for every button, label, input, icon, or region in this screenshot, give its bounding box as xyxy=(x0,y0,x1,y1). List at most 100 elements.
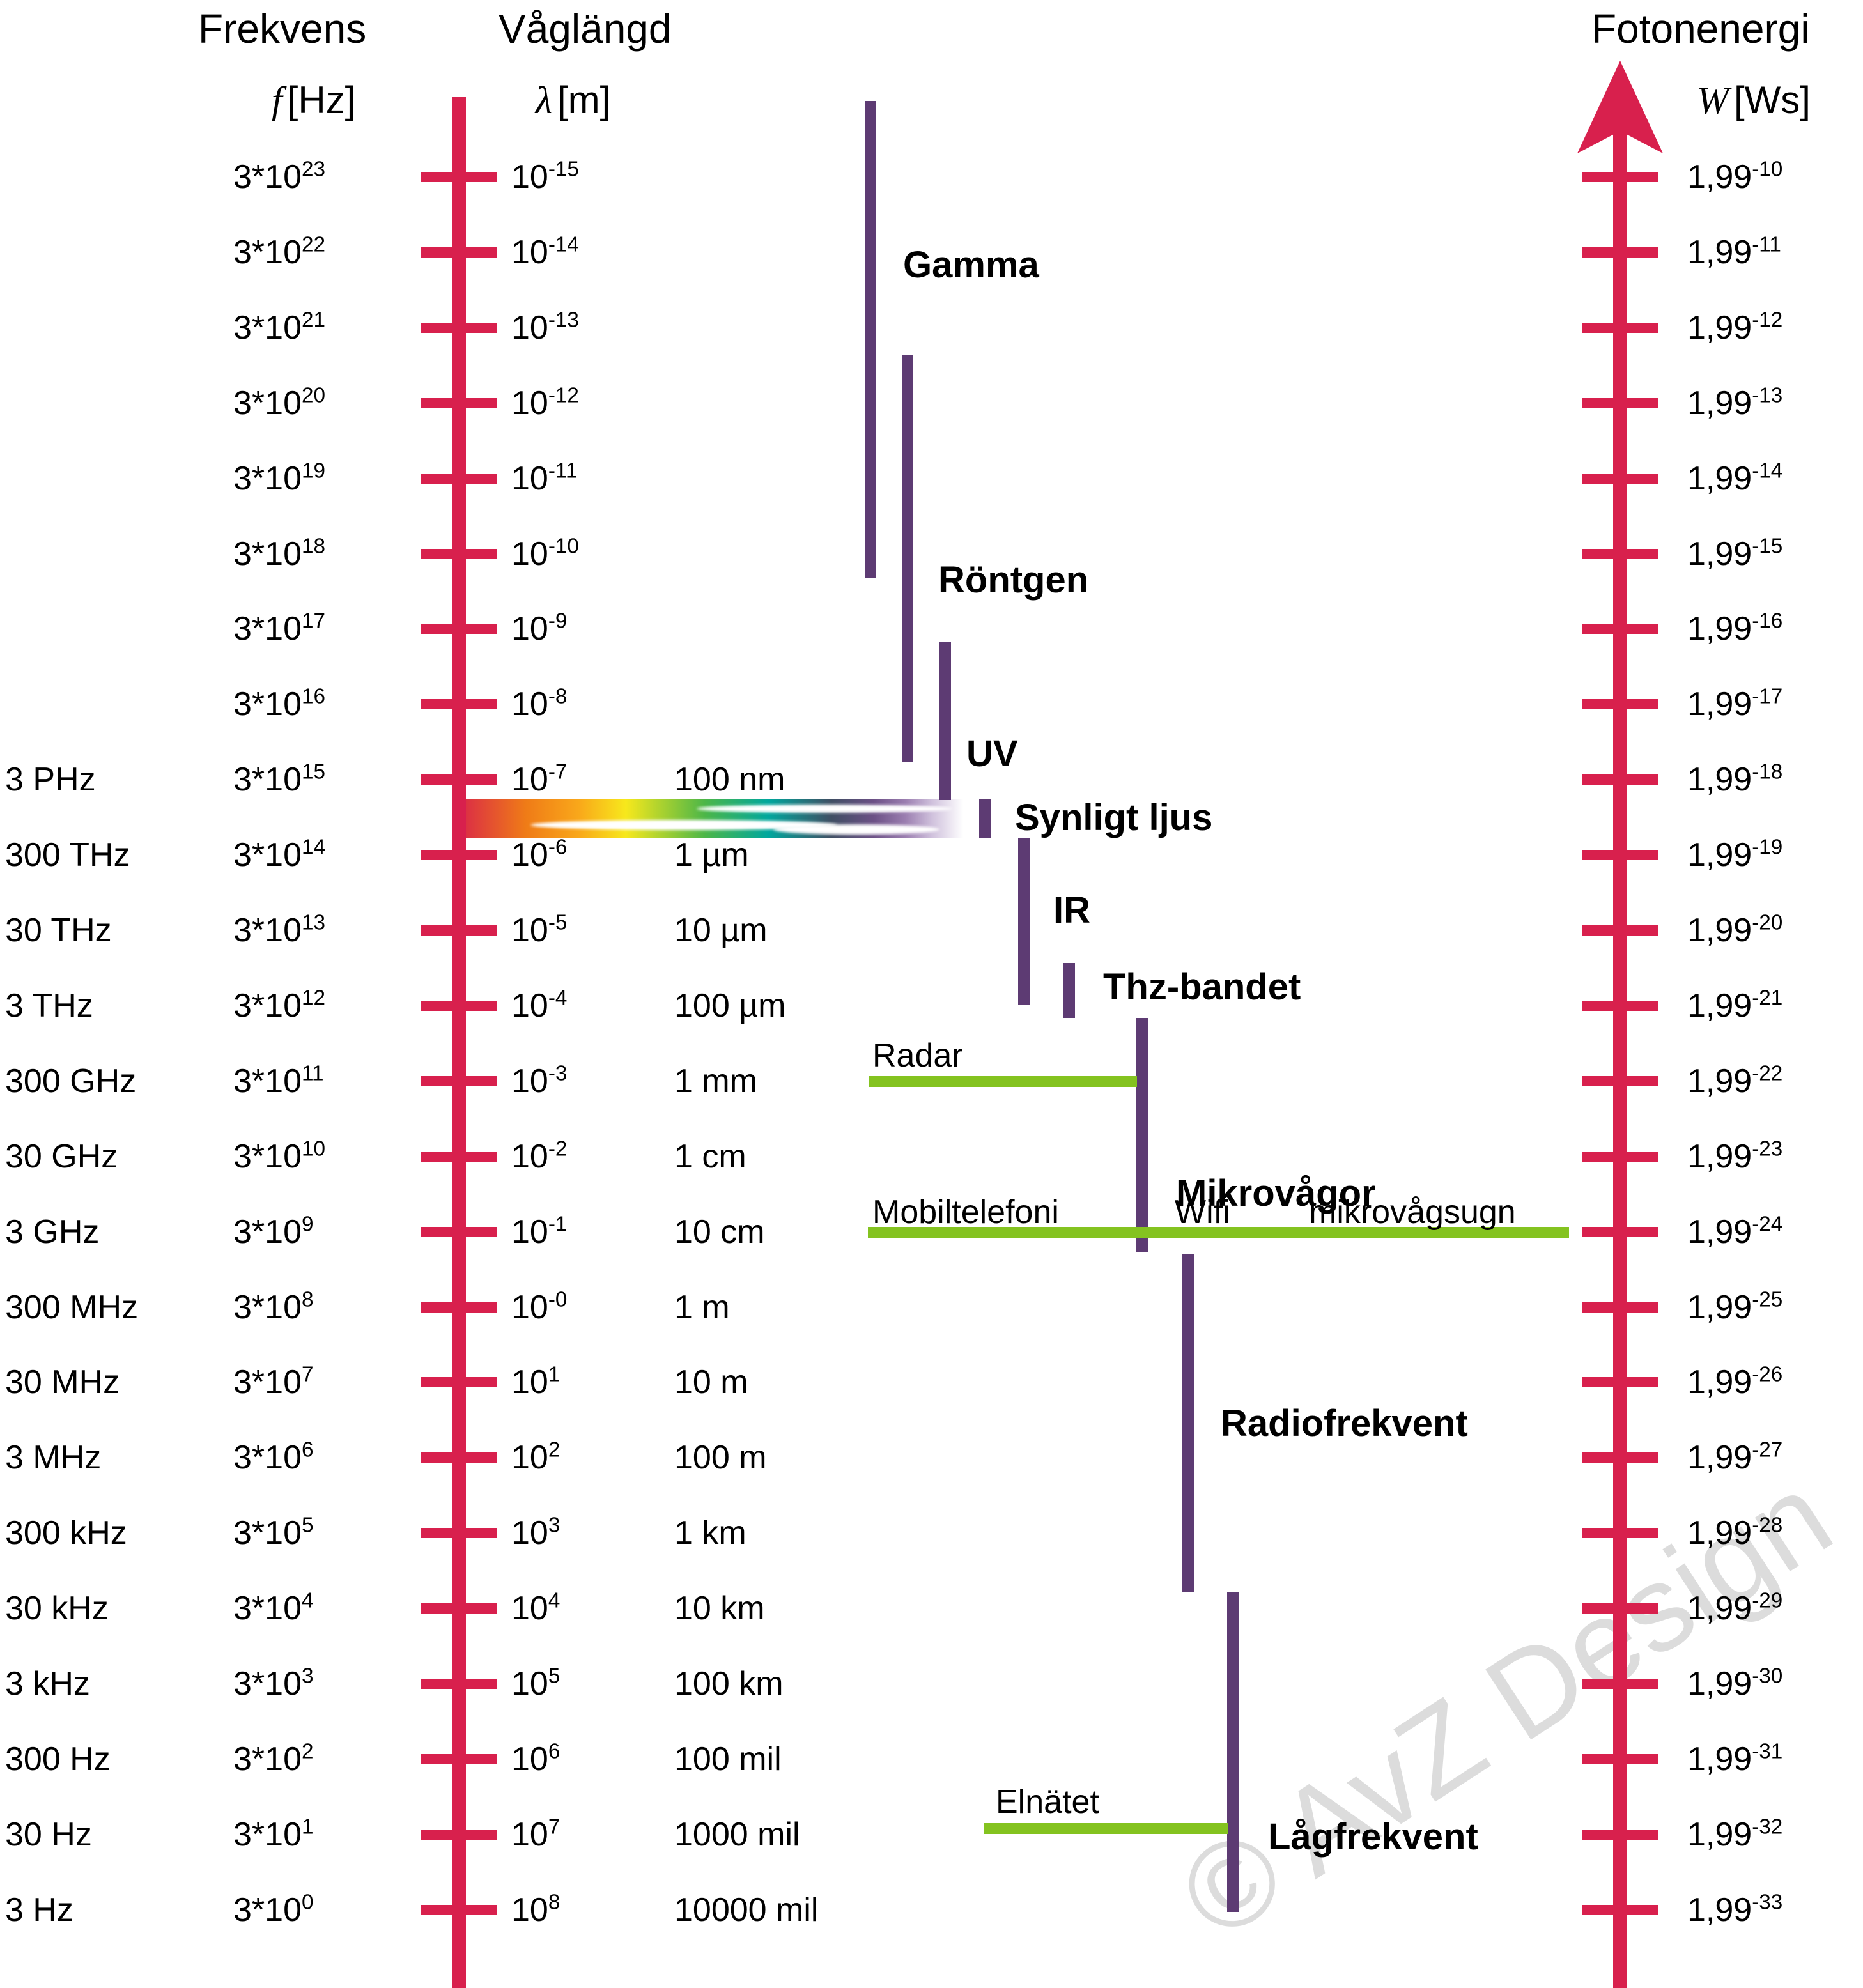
photon-energy-value-label: 1,99-29 xyxy=(1687,1589,1782,1628)
wavelength-value-label: 10-9 xyxy=(511,610,567,648)
photon-energy-axis-tick xyxy=(1582,247,1658,258)
frequency-unit: [Hz] xyxy=(287,79,356,121)
wavelength-readable-label: 10 m xyxy=(674,1364,748,1401)
wavelength-value-label: 10-8 xyxy=(511,685,567,723)
frequency-base: 3*10 xyxy=(233,836,302,874)
wavelength-exponent: -6 xyxy=(548,835,568,859)
application-label-radar: Radar xyxy=(872,1037,963,1074)
frequency-exponent: 2 xyxy=(302,1739,314,1764)
frequency-readable-label: 3 GHz xyxy=(5,1214,100,1251)
photon-energy-value-label: 1,99-30 xyxy=(1687,1665,1782,1703)
band-bar-gamma xyxy=(865,101,876,578)
frequency-axis-tick xyxy=(421,624,497,634)
photon-energy-value-label: 1,99-20 xyxy=(1687,911,1782,950)
frequency-exponent: 18 xyxy=(302,534,326,559)
photon-energy-value-label: 1,99-14 xyxy=(1687,459,1782,498)
frequency-value-label: 3*105 xyxy=(233,1514,314,1552)
band-label-radiofrekvent: Radiofrekvent xyxy=(1221,1403,1468,1444)
frequency-base: 3*10 xyxy=(233,1063,302,1100)
wavelength-exponent: 3 xyxy=(548,1513,560,1537)
frequency-axis-tick xyxy=(421,925,497,936)
photon-energy-base: 1,99 xyxy=(1687,1439,1752,1476)
photon-energy-exponent: -11 xyxy=(1752,233,1781,257)
wavelength-base: 10 xyxy=(511,1665,548,1702)
frequency-value-label: 3*1014 xyxy=(233,836,325,874)
wavelength-value-label: 10-7 xyxy=(511,760,567,799)
application-label-mobil-wifi-ugn: Mobiltelefoni xyxy=(872,1194,1059,1231)
photon-energy-value-label: 1,99-10 xyxy=(1687,158,1782,196)
wavelength-value-label: 10-12 xyxy=(511,384,579,422)
band-bar-mikrovagor xyxy=(1136,1018,1148,1252)
frequency-base: 3*10 xyxy=(233,1741,302,1778)
frequency-unit-label: f [Hz] xyxy=(272,78,355,123)
wavelength-value-label: 103 xyxy=(511,1514,560,1552)
wavelength-base: 10 xyxy=(511,912,548,949)
frequency-base: 3*10 xyxy=(233,1665,302,1702)
photon-energy-axis-tick xyxy=(1582,624,1658,634)
photon-energy-base: 1,99 xyxy=(1687,610,1752,647)
frequency-value-label: 3*107 xyxy=(233,1363,314,1401)
photon-energy-exponent: -31 xyxy=(1752,1739,1783,1764)
band-bar-synligt-ljus xyxy=(979,799,991,838)
frequency-base: 3*10 xyxy=(233,1214,302,1251)
frequency-value-label: 3*1013 xyxy=(233,911,325,950)
frequency-value-label: 3*1021 xyxy=(233,309,325,347)
band-bar-ir xyxy=(1018,838,1030,1005)
wavelength-base: 10 xyxy=(511,1138,548,1175)
frequency-exponent: 14 xyxy=(302,835,326,859)
frequency-value-label: 3*109 xyxy=(233,1213,314,1251)
frequency-base: 3*10 xyxy=(233,385,302,422)
wavelength-column-title: Våglängd xyxy=(499,6,672,52)
wavelength-exponent: -15 xyxy=(548,157,579,181)
photon-energy-base: 1,99 xyxy=(1687,1816,1752,1853)
wavelength-exponent: -9 xyxy=(548,609,568,633)
photon-energy-exponent: -13 xyxy=(1752,383,1783,408)
frequency-readable-label: 300 THz xyxy=(5,836,130,874)
wavelength-readable-label: 100 mil xyxy=(674,1741,782,1778)
photon-energy-value-label: 1,99-19 xyxy=(1687,836,1782,874)
wavelength-readable-label: 1 cm xyxy=(674,1138,746,1175)
wavelength-exponent: 4 xyxy=(548,1589,560,1613)
wavelength-base: 10 xyxy=(511,987,548,1024)
wavelength-exponent: 2 xyxy=(548,1438,560,1462)
wavelength-exponent: 5 xyxy=(548,1664,560,1688)
photon-energy-axis-tick xyxy=(1582,1452,1658,1463)
frequency-base: 3*10 xyxy=(233,1892,302,1929)
photon-energy-value-label: 1,99-18 xyxy=(1687,760,1782,799)
wavelength-exponent: 1 xyxy=(548,1362,560,1387)
application-label-mobil-wifi-ugn: Wifi xyxy=(1175,1194,1230,1231)
photon-energy-exponent: -25 xyxy=(1752,1288,1783,1312)
photon-energy-exponent: -26 xyxy=(1752,1362,1783,1387)
wavelength-exponent: -0 xyxy=(548,1288,568,1312)
photon-energy-axis-tick xyxy=(1582,774,1658,785)
wavelength-base: 10 xyxy=(511,761,548,798)
wavelength-base: 10 xyxy=(511,1063,548,1100)
wavelength-readable-label: 1 m xyxy=(674,1289,730,1326)
photon-energy-base: 1,99 xyxy=(1687,460,1752,497)
photon-energy-exponent: -29 xyxy=(1752,1589,1783,1613)
wavelength-readable-label: 100 m xyxy=(674,1439,767,1476)
band-bar-uv xyxy=(939,642,951,800)
photon-energy-value-label: 1,99-11 xyxy=(1687,233,1781,272)
photon-energy-value-label: 1,99-12 xyxy=(1687,309,1782,347)
photon-energy-value-label: 1,99-13 xyxy=(1687,384,1782,422)
photon-energy-axis-tick xyxy=(1582,1603,1658,1614)
wavelength-readable-label: 100 nm xyxy=(674,761,785,798)
photon-energy-axis-tick xyxy=(1582,1905,1658,1915)
wavelength-value-label: 10-15 xyxy=(511,158,579,196)
frequency-value-label: 3*1010 xyxy=(233,1137,325,1176)
photon-energy-axis-tick xyxy=(1582,1528,1658,1538)
frequency-base: 3*10 xyxy=(233,460,302,497)
wavelength-base: 10 xyxy=(511,686,548,723)
photon-energy-value-label: 1,99-27 xyxy=(1687,1438,1782,1477)
frequency-axis-tick xyxy=(421,1152,497,1162)
wavelength-value-label: 10-6 xyxy=(511,836,567,874)
photon-energy-axis-tick xyxy=(1582,925,1658,936)
photon-energy-base: 1,99 xyxy=(1687,1289,1752,1326)
application-line-radar xyxy=(869,1076,1137,1087)
wavelength-value-label: 10-11 xyxy=(511,459,577,498)
rainbow-flare xyxy=(773,824,939,835)
photon-energy-value-label: 1,99-24 xyxy=(1687,1213,1782,1251)
wavelength-base: 10 xyxy=(511,1289,548,1326)
